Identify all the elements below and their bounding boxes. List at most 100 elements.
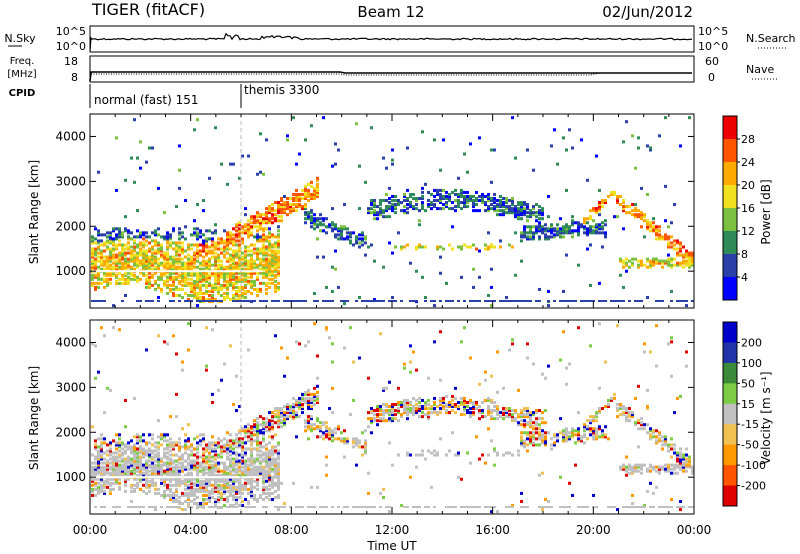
heatmap-cell bbox=[154, 267, 157, 271]
heatmap-cell bbox=[268, 451, 271, 455]
heatmap-cell bbox=[208, 300, 211, 302]
heatmap-cell bbox=[568, 437, 571, 441]
heatmap-cell bbox=[166, 279, 169, 283]
heatmap-cell bbox=[214, 469, 217, 473]
heatmap-cell bbox=[457, 201, 460, 205]
heatmap-cell bbox=[196, 502, 199, 506]
heatmap-cell bbox=[226, 447, 229, 451]
heatmap-cell bbox=[373, 417, 376, 421]
heatmap-cell bbox=[205, 481, 208, 485]
heatmap-cell bbox=[547, 289, 550, 293]
heatmap-cell bbox=[298, 192, 301, 196]
heatmap-cell bbox=[247, 477, 250, 481]
heatmap-cell bbox=[136, 473, 139, 477]
heatmap-cell bbox=[319, 217, 322, 221]
heatmap-cell bbox=[304, 205, 307, 209]
heatmap-cell bbox=[154, 508, 157, 512]
heatmap-cell bbox=[565, 223, 568, 227]
heatmap-cell bbox=[457, 400, 460, 404]
heatmap-cell bbox=[343, 441, 346, 445]
heatmap-cell bbox=[307, 190, 310, 194]
heatmap-cell bbox=[613, 192, 616, 196]
heatmap-cell bbox=[127, 461, 130, 465]
heatmap-cell bbox=[169, 275, 172, 279]
heatmap-cell bbox=[244, 459, 247, 463]
heatmap-cell bbox=[226, 467, 229, 471]
heatmap-cell bbox=[94, 263, 97, 267]
heatmap-cell bbox=[364, 506, 367, 508]
heatmap-cell bbox=[142, 506, 145, 508]
heatmap-cell bbox=[106, 467, 109, 471]
heatmap-cell bbox=[181, 235, 184, 239]
heatmap-cell bbox=[160, 249, 163, 253]
heatmap-cell bbox=[205, 298, 208, 302]
heatmap-cell bbox=[373, 259, 376, 263]
heatmap-cell bbox=[274, 421, 277, 425]
heatmap-cell bbox=[256, 447, 259, 451]
heatmap-cell bbox=[316, 394, 319, 398]
heatmap-cell bbox=[649, 263, 652, 267]
heatmap-cell bbox=[151, 473, 154, 477]
heatmap-cell bbox=[265, 506, 268, 508]
heatmap-cell bbox=[109, 247, 112, 251]
heatmap-cell bbox=[217, 483, 220, 487]
heatmap-cell bbox=[136, 275, 139, 279]
heatmap-cell bbox=[559, 417, 562, 421]
heatmap-cell bbox=[418, 196, 421, 200]
heatmap-cell bbox=[253, 265, 256, 269]
heatmap-cell bbox=[403, 506, 406, 508]
heatmap-cell bbox=[559, 506, 562, 508]
heatmap-cell bbox=[190, 293, 193, 297]
heatmap-cell bbox=[307, 405, 310, 409]
heatmap-cell bbox=[139, 247, 142, 251]
heatmap-cell bbox=[244, 467, 247, 471]
heatmap-cell bbox=[295, 192, 298, 196]
heatmap-cell bbox=[91, 473, 94, 477]
heatmap-cell bbox=[277, 265, 280, 269]
heatmap-cell bbox=[298, 415, 301, 419]
heatmap-cell bbox=[241, 300, 244, 302]
heatmap-cell bbox=[235, 291, 238, 295]
heatmap-cell bbox=[235, 239, 238, 243]
heatmap-cell bbox=[139, 277, 142, 281]
heatmap-cell bbox=[379, 207, 382, 211]
heatmap-cell bbox=[382, 265, 385, 269]
heatmap-cell bbox=[688, 261, 691, 265]
heatmap-cell bbox=[151, 449, 154, 453]
heatmap-cell bbox=[244, 453, 247, 457]
heatmap-cell bbox=[259, 257, 262, 261]
heatmap-cell bbox=[256, 251, 259, 255]
heatmap-cell bbox=[136, 439, 139, 443]
heatmap-cell bbox=[169, 255, 172, 259]
heatmap-cell bbox=[628, 463, 631, 467]
heatmap-cell bbox=[457, 300, 460, 302]
heatmap-cell bbox=[229, 273, 232, 277]
heatmap-cell bbox=[130, 506, 133, 508]
heatmap-cell bbox=[157, 469, 160, 473]
heatmap-cell bbox=[208, 457, 211, 461]
heatmap-cell bbox=[118, 469, 121, 473]
heatmap-cell bbox=[199, 231, 202, 235]
heatmap-cell bbox=[97, 255, 100, 259]
heatmap-cell bbox=[139, 477, 142, 481]
heatmap-cell bbox=[241, 287, 244, 291]
heatmap-cell bbox=[268, 245, 271, 249]
heatmap-cell bbox=[610, 398, 613, 402]
heatmap-cell bbox=[454, 405, 457, 409]
heatmap-cell bbox=[625, 467, 628, 471]
heatmap-cell bbox=[214, 223, 217, 227]
heatmap-cell bbox=[253, 465, 256, 469]
heatmap-cell bbox=[196, 487, 199, 491]
heatmap-cell bbox=[595, 437, 598, 441]
heatmap-cell bbox=[211, 465, 214, 469]
heatmap-cell bbox=[454, 199, 457, 203]
heatmap-cell bbox=[241, 255, 244, 259]
heatmap-cell bbox=[139, 251, 142, 255]
heatmap-cell bbox=[160, 287, 163, 291]
heatmap-cell bbox=[472, 413, 475, 417]
heatmap-cell bbox=[226, 293, 229, 297]
heatmap-cell bbox=[496, 350, 499, 354]
heatmap-cell bbox=[124, 443, 127, 447]
heatmap-cell bbox=[232, 253, 235, 257]
heatmap-cell bbox=[187, 487, 190, 491]
